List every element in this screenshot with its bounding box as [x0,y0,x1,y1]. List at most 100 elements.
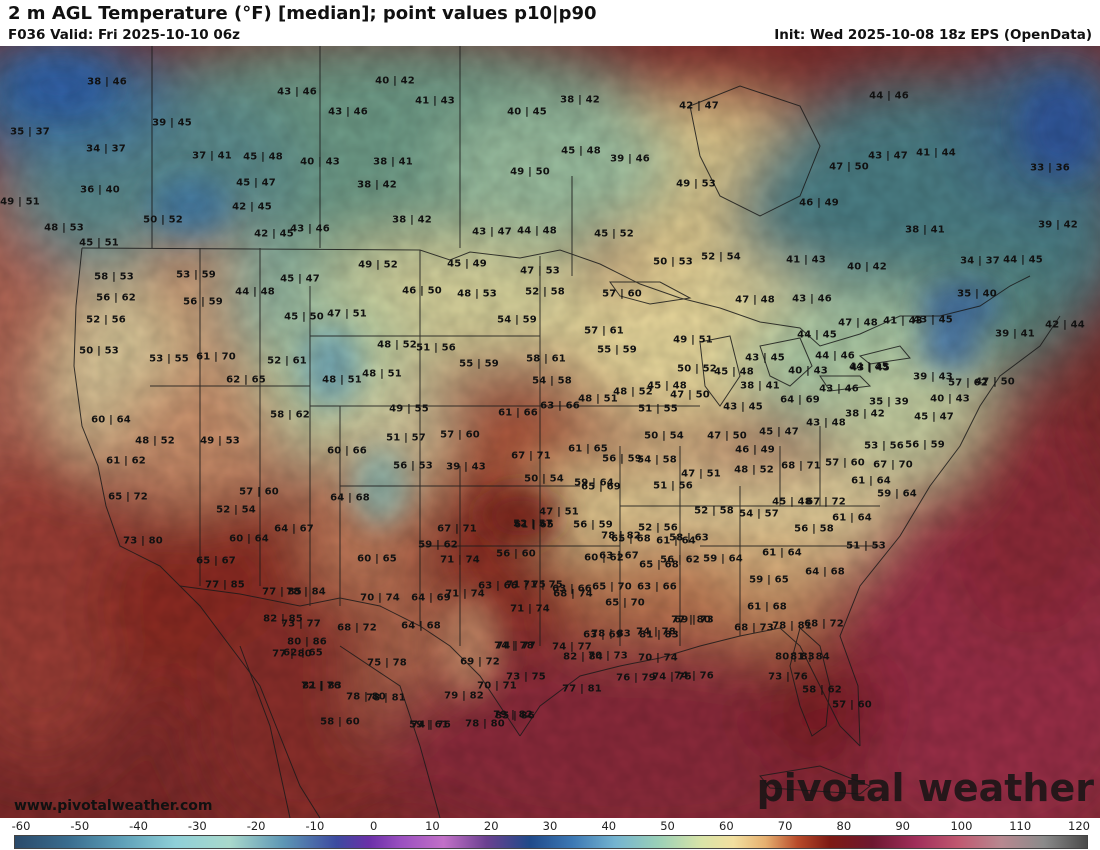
point-value: 45 | 47 [914,411,954,423]
colorbar-scale [14,835,1088,849]
colorbar-tick: 110 [1009,819,1032,833]
point-value: 65 | 70 [605,597,645,609]
point-value: 60 | 62 [584,552,624,564]
point-value: 54 | 57 [739,508,779,520]
point-value: 71 | 75 [506,579,546,591]
temperature-field [0,46,1100,818]
point-value: 85 | 86 [495,710,535,722]
point-value: 47 | 51 [327,308,367,320]
point-value: 43 | 46 [792,293,832,305]
point-value: 39 | 46 [610,153,650,165]
point-value: 53 | 59 [176,269,216,281]
point-value: 56 | 59 [602,453,642,465]
point-value: 45 | 48 [243,151,283,163]
point-value: 50 | 53 [653,256,693,268]
point-value: 58 | 62 [270,409,310,421]
point-value: 50 | 54 [644,430,684,442]
point-value: 40 | 43 [788,365,828,377]
point-value: 77 | 80 [272,648,312,660]
point-value: 35 | 37 [10,126,50,138]
point-value: 45 | 49 [447,258,487,270]
point-value: 59 | 64 [703,553,743,565]
point-value: 61 | 65 [568,443,608,455]
point-value: 60 | 66 [327,445,367,457]
point-value: 67 | 72 [806,496,846,508]
point-value: 47 | 50 [707,430,747,442]
point-value: 65 | 68 [611,533,651,545]
point-value: 43 | 45 [913,314,953,326]
point-value: 48 | 53 [44,222,84,234]
point-value: 46 | 50 [402,285,442,297]
point-value: 38 | 41 [373,156,413,168]
point-value: 71 | 74 [445,588,485,600]
point-value: 62 | 65 [226,374,266,386]
point-value: 56 | 59 [905,439,945,451]
temperature-map[interactable]: 38 | 46 40 | 42 43 | 46 41 | 43 38 | 42 42 | … [0,46,1100,818]
point-value: 58 | 63 [669,532,709,544]
point-value: 63 | 66 [540,400,580,412]
point-value: 48 | 52 [135,435,175,447]
point-value: 44 | 48 [517,225,557,237]
colorbar-tick: 50 [660,819,675,833]
point-value: 35 | 39 [869,396,909,408]
point-value: 78 | 82 [601,530,641,542]
colorbar-tick: -60 [11,819,31,833]
point-value: 72 | 76 [301,680,341,692]
point-value: 57 | 60 [825,457,865,469]
colorbar: -60 -50 -40 -30 -20 -10 0 10 20 30 40 50 60 70 80 90 100… [0,818,1100,850]
point-value: 44 | 48 [235,286,275,298]
point-value: 43 | 47 [868,150,908,162]
point-value: 65 | 68 [639,559,679,571]
website-url[interactable]: www.pivotalweather.com [14,798,213,814]
point-value: 56 | 59 [573,519,613,531]
point-value: 48 | 53 [457,288,497,300]
point-value: 63 | 67 [599,550,639,562]
point-value: 69 | 72 [460,656,500,668]
point-value: 74 | 77 [552,641,592,653]
point-value: 79 | 82 [493,709,533,721]
point-value: 74 | 77 [496,640,536,652]
point-value: 58 | 60 [320,716,360,728]
point-value: 57 | 60 [602,288,642,300]
point-value: 77 | 85 [262,586,302,598]
point-value: 38 | 41 [905,224,945,236]
point-value: 46 | 49 [735,444,775,456]
point-value: 43 | 47 [472,226,512,238]
point-value: 82 | 84 [563,651,603,663]
point-value: 78 | 80 [346,691,386,703]
point-value: 57 | 60 [440,429,480,441]
colorbar-tick: -10 [305,819,325,833]
point-value: 56 | 58 [794,523,834,535]
point-value: 51 | 56 [653,480,693,492]
point-value: 61 | 70 [196,351,236,363]
point-value: 47 | 48 [838,317,878,329]
point-value: 81 | 84 [790,651,830,663]
point-value: 63 | 69 [583,629,623,641]
point-value: 57 | 60 [239,486,279,498]
point-value: 64 | 68 [805,566,845,578]
point-value: 38 | 46 [87,76,127,88]
point-value: 47 | 50 [975,376,1015,388]
point-value: 41 | 44 [916,147,956,159]
point-value: 74 | 78 [494,640,534,652]
point-value: 71 | 74 [510,603,550,615]
us-mexico-border [179,585,521,737]
point-value: 73 | 76 [768,671,808,683]
point-value: 47 | 50 [670,389,710,401]
colorbar-tick: 30 [542,819,558,833]
point-value: 78 | 81 [366,692,406,704]
point-value: 45 | 51 [79,237,119,249]
point-value: 40 | 43 [300,156,340,168]
point-value: 56 | 59 [183,296,223,308]
point-value: 43 | 45 [723,401,763,413]
point-value: 49 | 55 [389,403,429,415]
point-value: 52 | 54 [216,504,256,516]
map-title: 2 m AGL Temperature (°F) [median]; point… [8,3,597,24]
point-value: 50 | 53 [79,345,119,357]
colorbar-tick: 90 [895,819,910,833]
point-value: 64 | 68 [330,492,370,504]
point-value: 45 | 50 [284,311,324,323]
point-value: 39 | 45 [152,117,192,129]
point-value: 47 | 53 [520,265,560,277]
point-value: 47 | 51 [681,468,721,480]
